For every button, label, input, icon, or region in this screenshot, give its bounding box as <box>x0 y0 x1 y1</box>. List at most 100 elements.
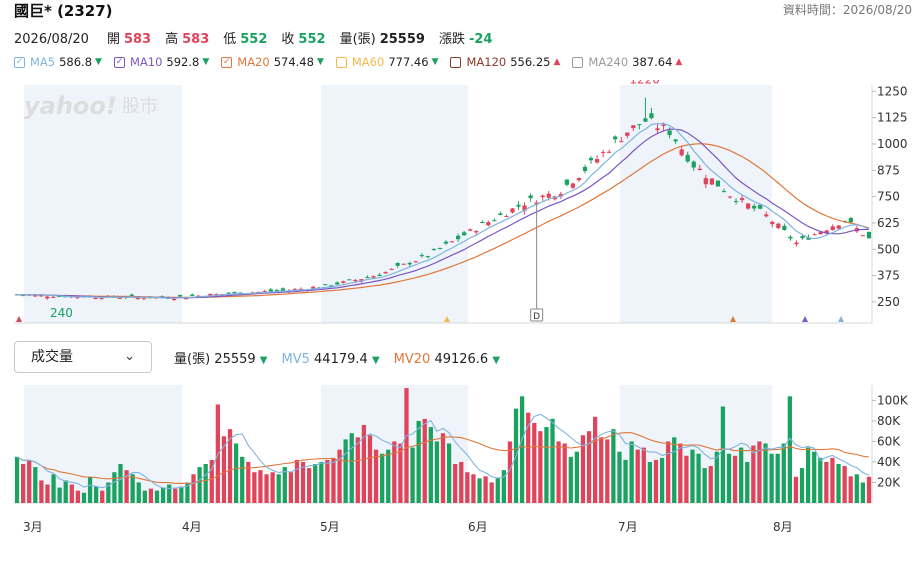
y-tick-label: 750 <box>877 190 900 204</box>
volume-bar <box>623 459 628 503</box>
volume-bar <box>294 459 300 503</box>
y-tick-label: 20K <box>877 475 901 489</box>
low-label: 低 <box>223 32 237 47</box>
volume-bar <box>739 447 744 503</box>
volume-bar <box>818 457 823 503</box>
volume-bar <box>599 437 604 503</box>
volume-bar <box>641 447 646 503</box>
down-triangle-icon: ▼ <box>316 57 324 67</box>
volume-bar <box>629 441 634 503</box>
mv20-legend-value: 49126.6 <box>434 352 489 367</box>
volume-chart: 20K 40K 60K 80K 100K 3月 4月 5月 6月 7月 8月 <box>14 385 909 534</box>
checkbox-icon[interactable]: ✓ <box>221 56 233 68</box>
y-tick-label: 250 <box>877 295 900 309</box>
volume-bar <box>349 433 354 503</box>
checkbox-icon[interactable]: ✓ <box>14 56 25 68</box>
candle-body <box>631 125 636 129</box>
volume-bar <box>197 467 202 503</box>
chevron-down-icon: ⌄ <box>124 349 135 364</box>
low-annotation: 240 <box>50 306 73 320</box>
volume-bar <box>647 461 653 503</box>
volume-bar <box>410 447 415 503</box>
candle-body <box>794 242 799 245</box>
candle-body <box>727 196 733 198</box>
volume-bar <box>726 453 732 503</box>
candle-body <box>558 193 563 197</box>
candle-body <box>135 297 140 300</box>
watermark-section: 股市 <box>122 96 158 117</box>
checkbox-icon[interactable] <box>572 56 584 68</box>
volume-bar <box>246 461 251 503</box>
volume-bar <box>848 476 853 503</box>
volume-bar <box>507 441 513 503</box>
change-value: -24 <box>468 32 493 47</box>
month-band <box>321 85 468 323</box>
volume-bar <box>617 451 622 503</box>
candle-body <box>691 161 696 168</box>
volume-value: 25559 <box>379 32 425 47</box>
volume-bar <box>544 427 549 503</box>
volume-bar <box>580 435 586 503</box>
volume-bar <box>830 457 835 503</box>
volume-bar <box>355 437 360 503</box>
volume-bar <box>185 482 190 503</box>
candle-body <box>172 298 177 301</box>
candle-body <box>20 294 26 296</box>
y-tick-label: 40K <box>877 455 901 469</box>
checkbox-icon[interactable] <box>450 56 462 68</box>
volume-bar <box>33 467 38 503</box>
ma-legend-item-ma20[interactable]: ✓ MA20 574.48 ▼ <box>221 55 324 69</box>
y-tick-label: 60K <box>877 434 901 448</box>
candle-body <box>117 297 122 299</box>
volume-bar <box>824 461 829 503</box>
volume-bar <box>398 443 403 503</box>
candle-body <box>353 279 358 282</box>
vol-legend-label: 量(張) <box>174 352 211 367</box>
candle-body <box>280 288 285 291</box>
ma-legend-item-ma60[interactable]: MA60 777.46 ▼ <box>335 55 439 69</box>
ma-value: 777.46 <box>388 55 429 69</box>
volume-bar <box>69 484 74 503</box>
candle-body <box>564 179 569 185</box>
data-timestamp: 資料時間：2026/08/20 <box>782 3 912 17</box>
candle-body <box>57 296 62 298</box>
volume-bar <box>757 441 762 503</box>
volume-bar <box>325 459 330 503</box>
candle-body <box>437 247 443 249</box>
volume-bar <box>471 474 476 503</box>
candle-body <box>178 294 183 297</box>
x-month-label: 5月 <box>320 520 340 534</box>
ma-legend-item-ma120[interactable]: MA120 556.25 ▲ <box>450 55 560 69</box>
volume-bar <box>459 461 464 503</box>
volume-bar <box>860 482 866 503</box>
volume-bar <box>428 427 433 503</box>
candle-body <box>498 213 503 215</box>
down-triangle-icon: ▼ <box>431 57 439 67</box>
volume-bar <box>87 477 93 503</box>
candle-body <box>522 205 527 211</box>
candle-body <box>709 178 714 185</box>
volume-bar <box>20 464 26 503</box>
ma-legend-item-ma10[interactable]: ✓ MA10 592.8 ▼ <box>113 55 209 69</box>
high-annotation: 1220 <box>629 80 660 87</box>
candle-body <box>594 159 600 163</box>
checkbox-icon[interactable]: ✓ <box>113 56 125 68</box>
volume-bar <box>799 468 805 503</box>
volume-bar <box>264 474 269 503</box>
down-triangle-icon: ▼ <box>371 355 380 366</box>
candle-body <box>667 130 672 136</box>
volume-bar <box>331 457 336 503</box>
ma-legend-item-ma5[interactable]: ✓ MA5 586.8 ▼ <box>14 55 102 69</box>
candle-body <box>661 124 666 126</box>
ma-label: MA5 <box>30 55 56 69</box>
candle-body <box>480 221 485 224</box>
ma-label: MA120 <box>466 55 507 69</box>
checkbox-icon[interactable] <box>335 56 347 68</box>
volume-bar <box>519 396 525 503</box>
candle-body <box>365 277 370 279</box>
volume-bar <box>154 490 160 503</box>
volume-bar <box>416 420 421 503</box>
ma-legend-item-ma240[interactable]: MA240 387.64 ▲ <box>572 55 682 69</box>
candle-body <box>51 296 56 298</box>
indicator-select[interactable]: 成交量 ⌄ <box>14 341 152 373</box>
